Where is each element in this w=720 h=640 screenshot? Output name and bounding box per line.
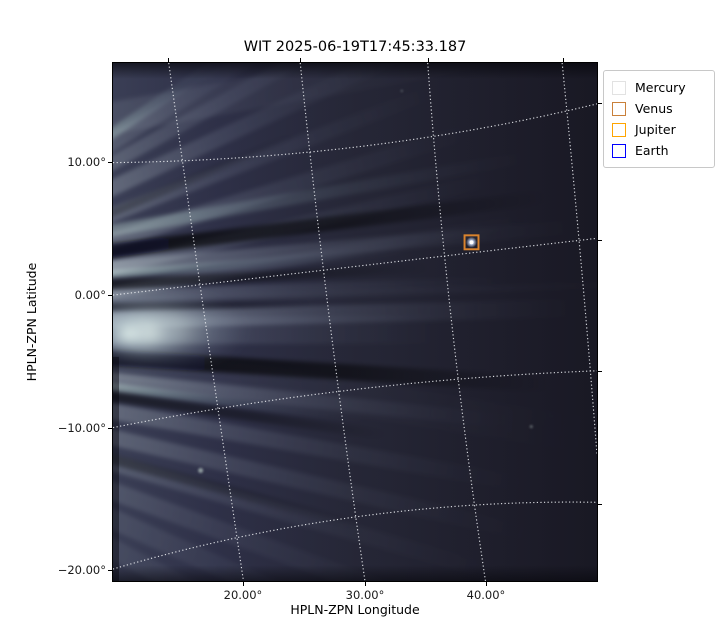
axis-tick: [485, 582, 487, 586]
axis-tick: [427, 58, 429, 62]
legend: Mercury Venus Jupiter Earth: [603, 70, 715, 168]
wispr-image: [113, 63, 597, 581]
jupiter-marker-icon: [612, 122, 626, 137]
gridline: [299, 63, 366, 581]
legend-label: Jupiter: [635, 121, 676, 137]
axis-tick: [108, 427, 112, 429]
planet-marker: [463, 234, 480, 251]
gridline: [113, 237, 597, 296]
y-tick-label: 0.00°: [74, 288, 106, 302]
plot-title: WIT 2025-06-19T17:45:33.187: [243, 39, 467, 55]
left-dark-edge: [113, 356, 119, 581]
y-tick-label: −10.00°: [57, 420, 106, 435]
legend-label: Venus: [635, 100, 673, 116]
bottom-dark-strip: [113, 565, 597, 581]
coordinate-grid: [113, 63, 597, 581]
x-axis-label: HPLN-ZPN Longitude: [290, 602, 420, 617]
axis-tick: [108, 161, 112, 163]
legend-item-earth: Earth: [612, 140, 706, 161]
axis-tick: [598, 239, 602, 241]
axis-tick: [300, 58, 302, 62]
x-tick-label: 40.00°: [466, 588, 506, 602]
axis-tick: [563, 58, 564, 62]
venus-marker-icon: [612, 101, 626, 116]
venus-marker-square: [463, 234, 480, 251]
legend-item-jupiter: Jupiter: [612, 119, 706, 140]
axis-tick: [108, 569, 112, 571]
axis-tick: [365, 582, 366, 586]
mercury-marker-icon: [612, 80, 626, 95]
earth-marker-icon: [612, 143, 626, 158]
x-tick-label: 20.00°: [223, 588, 263, 602]
gridline: [113, 501, 597, 570]
gridline: [427, 63, 487, 581]
axis-tick: [108, 295, 112, 296]
axis-tick: [242, 582, 244, 586]
legend-label: Earth: [635, 142, 669, 158]
x-tick-label: 30.00°: [345, 588, 385, 602]
right-vignette: [113, 63, 597, 581]
gridline: [168, 63, 245, 581]
star-specks: [198, 89, 533, 473]
axis-tick: [598, 102, 602, 104]
gridline: [113, 103, 597, 164]
axis-tick: [167, 58, 169, 62]
axis-tick: [598, 504, 602, 505]
y-tick-label: −20.00°: [57, 562, 106, 577]
axis-tick: [598, 370, 602, 372]
y-tick-label: 10.00°: [67, 154, 106, 169]
legend-item-mercury: Mercury: [612, 77, 706, 98]
y-axis-label: HPLN-ZPN Latitude: [24, 262, 39, 382]
top-dark-strip: [113, 63, 597, 79]
legend-item-venus: Venus: [612, 98, 706, 119]
legend-label: Mercury: [635, 79, 686, 95]
plot-area: [112, 62, 598, 582]
